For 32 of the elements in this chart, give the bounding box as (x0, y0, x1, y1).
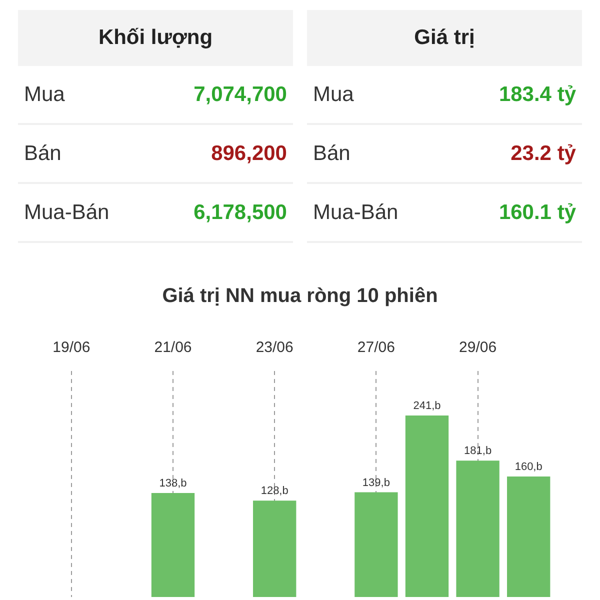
text: Mua (313, 82, 354, 106)
x-tick-label: 23/06 (256, 339, 294, 356)
x-tick-label: 27/06 (357, 339, 395, 356)
text: 160.1 tỷ (498, 200, 576, 224)
bar (253, 500, 296, 597)
bar (507, 476, 550, 597)
bar (151, 493, 195, 597)
text: Mua (24, 82, 65, 106)
text: Mua-Bán (313, 200, 398, 224)
bar (354, 492, 398, 597)
text: Khối lượng (18, 10, 293, 66)
x-tick-label: 19/06 (52, 339, 90, 356)
data-label: 138,b (159, 478, 187, 490)
data-label: 139,b (362, 476, 390, 489)
x-tick-label: 29/06 (459, 339, 497, 356)
text: 183.4 tỷ (498, 82, 576, 106)
text: Mua-Bán (24, 200, 110, 224)
data-label: 128,b (260, 485, 288, 498)
data-label: 181,b (464, 445, 492, 458)
text: 7,074,700 (194, 82, 287, 106)
data-label: 160,b (514, 461, 542, 473)
text: Bán (313, 142, 350, 166)
bar (456, 460, 500, 597)
text: 896,200 (211, 142, 287, 166)
data-label: 241,b (413, 400, 441, 412)
text: 23.2 tỷ (510, 142, 576, 166)
chart-title: Giá trị NN mua ròng 10 phiên (161, 285, 439, 309)
text: 6,178,500 (194, 200, 287, 224)
x-tick-label: 21/06 (154, 339, 192, 356)
text: Giá trị (307, 10, 582, 66)
text: Bán (24, 142, 62, 166)
bar (405, 415, 449, 597)
